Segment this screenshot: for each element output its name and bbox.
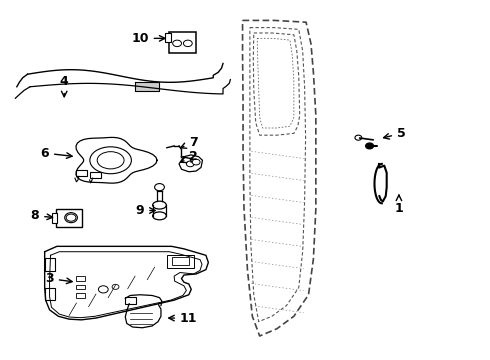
Polygon shape — [135, 82, 159, 91]
FancyBboxPatch shape — [56, 210, 82, 226]
FancyBboxPatch shape — [45, 258, 55, 271]
FancyBboxPatch shape — [169, 32, 196, 53]
Circle shape — [186, 161, 194, 167]
Text: 2: 2 — [181, 150, 198, 163]
Text: 9: 9 — [136, 204, 155, 217]
FancyBboxPatch shape — [76, 293, 85, 298]
FancyBboxPatch shape — [76, 285, 85, 289]
Text: 4: 4 — [60, 75, 69, 97]
FancyBboxPatch shape — [76, 170, 87, 176]
FancyBboxPatch shape — [45, 288, 55, 300]
Circle shape — [366, 143, 373, 149]
FancyBboxPatch shape — [165, 33, 171, 42]
FancyBboxPatch shape — [172, 257, 189, 265]
Text: 1: 1 — [394, 195, 403, 215]
Text: 5: 5 — [384, 127, 406, 140]
Circle shape — [183, 40, 192, 46]
Text: 11: 11 — [169, 311, 197, 325]
Text: 10: 10 — [131, 32, 165, 45]
Circle shape — [172, 40, 181, 46]
Circle shape — [112, 284, 119, 289]
FancyBboxPatch shape — [76, 276, 85, 281]
Circle shape — [66, 214, 76, 221]
FancyBboxPatch shape — [90, 172, 101, 178]
Text: 8: 8 — [30, 210, 52, 222]
Ellipse shape — [153, 201, 166, 209]
FancyBboxPatch shape — [51, 213, 57, 223]
Circle shape — [98, 286, 108, 293]
Circle shape — [355, 135, 362, 140]
FancyBboxPatch shape — [125, 297, 136, 304]
Text: 6: 6 — [40, 147, 72, 159]
Circle shape — [192, 159, 200, 165]
Text: 7: 7 — [181, 136, 198, 149]
FancyBboxPatch shape — [167, 255, 194, 268]
Text: 3: 3 — [45, 272, 72, 285]
Circle shape — [155, 184, 164, 191]
Ellipse shape — [153, 212, 166, 220]
